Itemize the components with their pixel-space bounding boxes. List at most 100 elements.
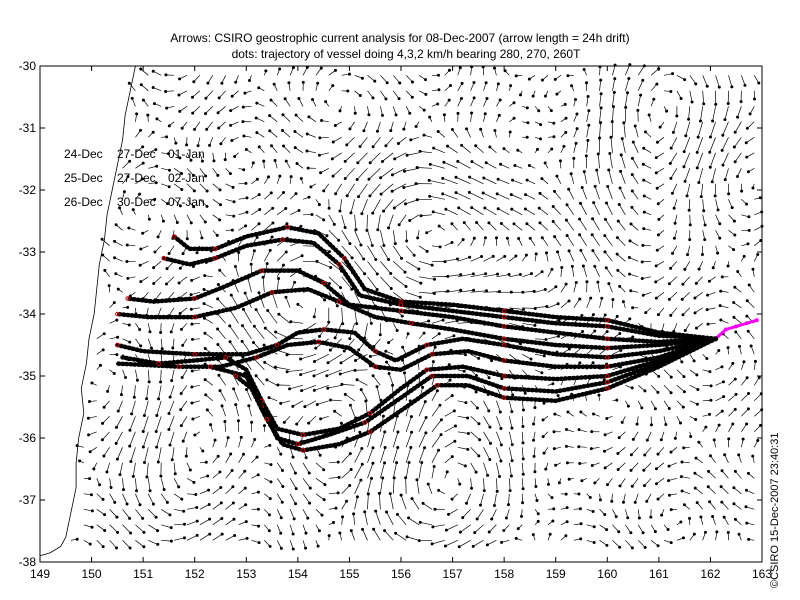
current-arrow (444, 289, 461, 293)
current-arrow (217, 313, 226, 324)
current-arrow (180, 385, 188, 394)
current-arrow-head (341, 515, 345, 519)
current-arrow-head (605, 528, 609, 532)
current-arrow-head (717, 423, 721, 427)
current-arrow-head (382, 244, 386, 248)
current-arrow (345, 394, 355, 402)
current-arrow (753, 377, 760, 386)
current-arrow (431, 319, 444, 324)
current-arrow-head (152, 282, 156, 286)
current-arrow (389, 493, 394, 510)
current-arrow (341, 230, 351, 244)
current-arrow (282, 130, 291, 138)
current-arrow-head (265, 262, 269, 266)
current-arrow-head (301, 80, 305, 84)
current-arrow-head (383, 461, 387, 465)
current-arrow-head (322, 498, 326, 502)
current-arrow-head (426, 482, 430, 486)
current-arrow-head (178, 77, 182, 81)
current-arrow-head (640, 276, 644, 280)
current-arrow-head (178, 266, 182, 270)
trajectory-day-marker (213, 255, 218, 261)
current-arrow-head (317, 203, 321, 207)
current-arrow-head (709, 398, 713, 402)
current-arrow (284, 98, 291, 107)
current-arrow-head (113, 500, 117, 504)
current-arrow-head (164, 73, 168, 77)
current-arrow-head (499, 221, 503, 225)
current-arrow (470, 462, 477, 473)
current-arrow-head (78, 459, 82, 463)
trajectory-day-marker (321, 280, 326, 286)
current-arrow (161, 509, 171, 516)
current-arrow-head (616, 468, 620, 472)
current-arrow (573, 298, 581, 308)
current-arrow-head (101, 348, 105, 352)
current-arrow-head (125, 502, 129, 506)
current-arrow-head (129, 460, 133, 464)
current-arrow-head (509, 193, 513, 197)
current-arrow-head (216, 327, 220, 331)
current-arrow-head (432, 465, 436, 469)
current-arrow-head (130, 96, 134, 100)
current-arrow (341, 501, 347, 510)
current-arrow-head (241, 355, 245, 359)
current-arrow-head (316, 81, 320, 85)
current-arrow-head (681, 313, 685, 317)
current-arrow-head (618, 186, 622, 190)
current-arrow-head (726, 346, 730, 350)
x-tick-label: 150 (82, 567, 102, 581)
current-arrow-head (462, 221, 466, 225)
current-arrow-head (217, 373, 221, 377)
current-arrow (470, 431, 480, 441)
current-arrow (708, 471, 716, 479)
current-arrow (350, 405, 355, 417)
trajectory-day-marker (115, 342, 120, 348)
current-arrow-head (437, 73, 441, 77)
current-arrow-head (252, 341, 256, 345)
current-arrow (377, 121, 381, 132)
current-arrow (741, 423, 747, 432)
current-arrow-head (521, 501, 525, 505)
current-arrow-head (540, 177, 544, 181)
current-arrow (181, 416, 188, 426)
current-arrow (212, 518, 222, 526)
current-arrow-head (190, 337, 194, 341)
current-arrow-head (523, 207, 527, 211)
current-arrow-head (363, 272, 367, 276)
current-arrow-head (207, 488, 211, 492)
current-arrow (117, 400, 123, 412)
current-arrow-head (599, 121, 603, 125)
current-arrow (121, 385, 123, 395)
current-arrow-head (656, 202, 660, 206)
current-arrow-head (285, 370, 289, 374)
current-arrow (199, 183, 208, 192)
date-cell: 07-Jan (168, 195, 205, 209)
trajectory-dots (115, 327, 718, 363)
current-arrow-head (709, 384, 713, 388)
current-arrow (696, 276, 703, 284)
current-arrow (122, 161, 130, 169)
current-arrow (612, 540, 620, 548)
current-arrow (444, 320, 458, 324)
current-arrow-head (577, 445, 581, 449)
current-arrow-head (521, 441, 525, 445)
current-arrow-head (697, 267, 701, 271)
current-arrow-head (282, 420, 286, 424)
current-arrow-head (746, 170, 750, 174)
current-arrow (289, 210, 300, 216)
current-arrow-head (705, 357, 709, 361)
current-arrow-head (534, 484, 538, 488)
current-arrow (554, 191, 562, 200)
current-arrow-head (484, 272, 488, 276)
current-arrow-head (545, 305, 549, 309)
current-arrow-head (619, 169, 623, 173)
current-arrow (470, 273, 486, 278)
current-arrow-head (317, 153, 321, 157)
current-arrow-head (350, 256, 354, 260)
y-tick-label: -32 (19, 183, 37, 197)
current-arrow (669, 292, 678, 300)
current-arrow (170, 323, 175, 333)
current-arrow-head (149, 346, 153, 350)
current-arrow (315, 214, 324, 221)
